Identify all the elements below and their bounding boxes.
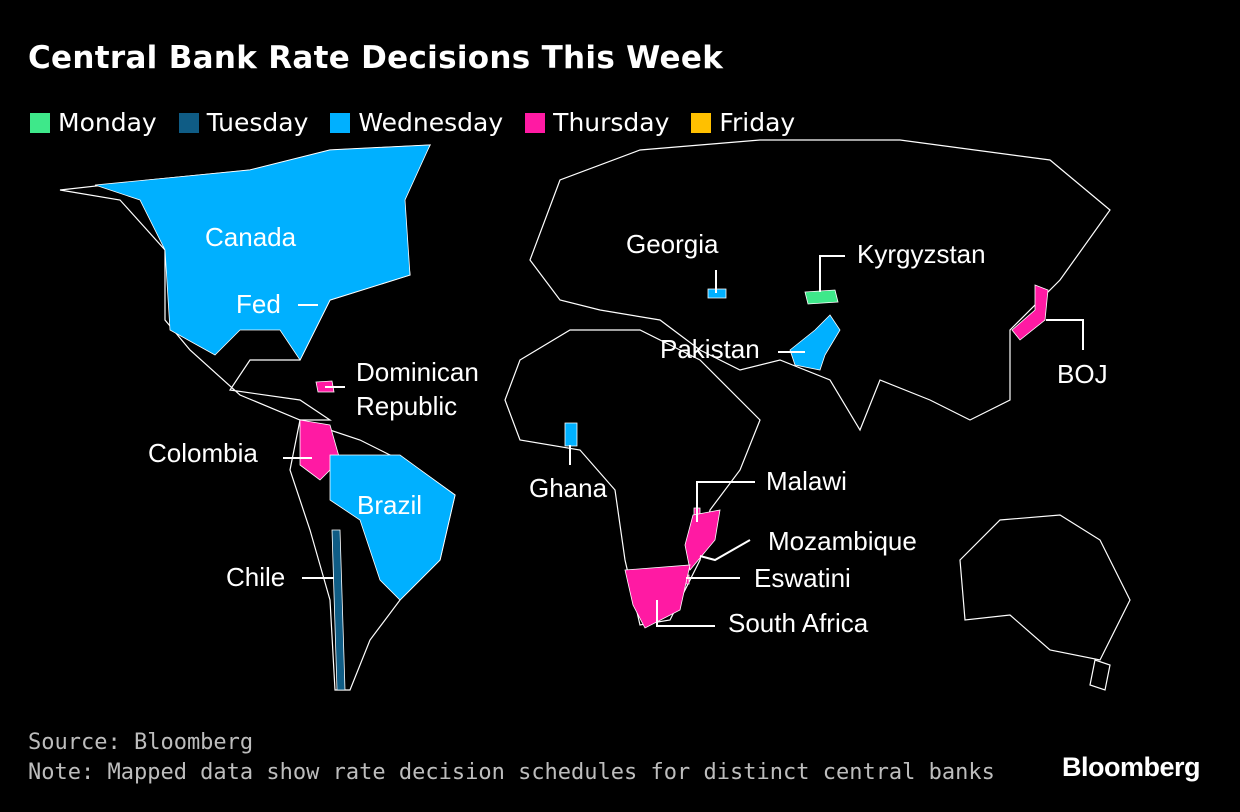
legend-item: Wednesday: [330, 108, 503, 137]
map-label: BOJ: [1057, 359, 1108, 389]
country-fill: [684, 509, 721, 571]
country-fill: [329, 454, 456, 601]
legend-swatch: [178, 112, 199, 133]
leader-lines: [283, 255, 1084, 627]
legend-item: Monday: [30, 108, 157, 137]
map-label: Kyrgyzstan: [857, 239, 986, 269]
map-label: Chile: [226, 562, 285, 592]
legend-label: Thursday: [553, 108, 670, 137]
country-fill: [624, 564, 691, 629]
legend: Monday Tuesday Wednesday Thursday Friday: [30, 108, 795, 137]
map-label: South Africa: [728, 608, 869, 638]
legend-item: Friday: [691, 108, 795, 137]
legend-label: Wednesday: [358, 108, 504, 137]
legend-label: Monday: [58, 108, 157, 137]
legend-label: Friday: [719, 108, 796, 137]
country-fill: [564, 422, 578, 447]
country-fill: [331, 529, 346, 691]
map-label: Dominican Republic: [356, 357, 479, 421]
legend-item: Tuesday: [178, 108, 309, 137]
logo: Bloomberg: [1061, 752, 1201, 782]
map-label: Canada: [205, 222, 297, 252]
map-label: Mozambique: [768, 526, 917, 556]
map-label: Colombia: [148, 438, 258, 468]
country-fill: [94, 144, 431, 361]
country-fill: [1011, 284, 1049, 341]
map-label: Brazil: [357, 490, 422, 520]
map-label: Eswatini: [754, 563, 851, 593]
note: Note: Mapped data show rate decision sch…: [28, 760, 995, 785]
legend-label: Tuesday: [206, 108, 309, 137]
map-label: Georgia: [626, 229, 719, 259]
country-fill: [707, 288, 727, 299]
legend-swatch: [691, 112, 712, 133]
source: Source: Bloomberg: [28, 730, 254, 755]
country-fills: [94, 144, 1049, 691]
legend-swatch: [30, 112, 50, 133]
legend-swatch: [525, 112, 546, 133]
legend-swatch: [330, 112, 351, 133]
title: Central Bank Rate Decisions This Week: [28, 40, 724, 76]
map-label: Fed: [236, 289, 281, 319]
map-label: Pakistan: [660, 334, 760, 364]
country-fill: [804, 289, 839, 305]
legend-item: Thursday: [525, 108, 669, 137]
map-label: Malawi: [766, 466, 847, 496]
map-labels: Canada Fed Dominican Republic Colombia Brazil…: [148, 222, 1108, 638]
country-fill: [789, 314, 841, 371]
map-label: Ghana: [529, 473, 608, 503]
